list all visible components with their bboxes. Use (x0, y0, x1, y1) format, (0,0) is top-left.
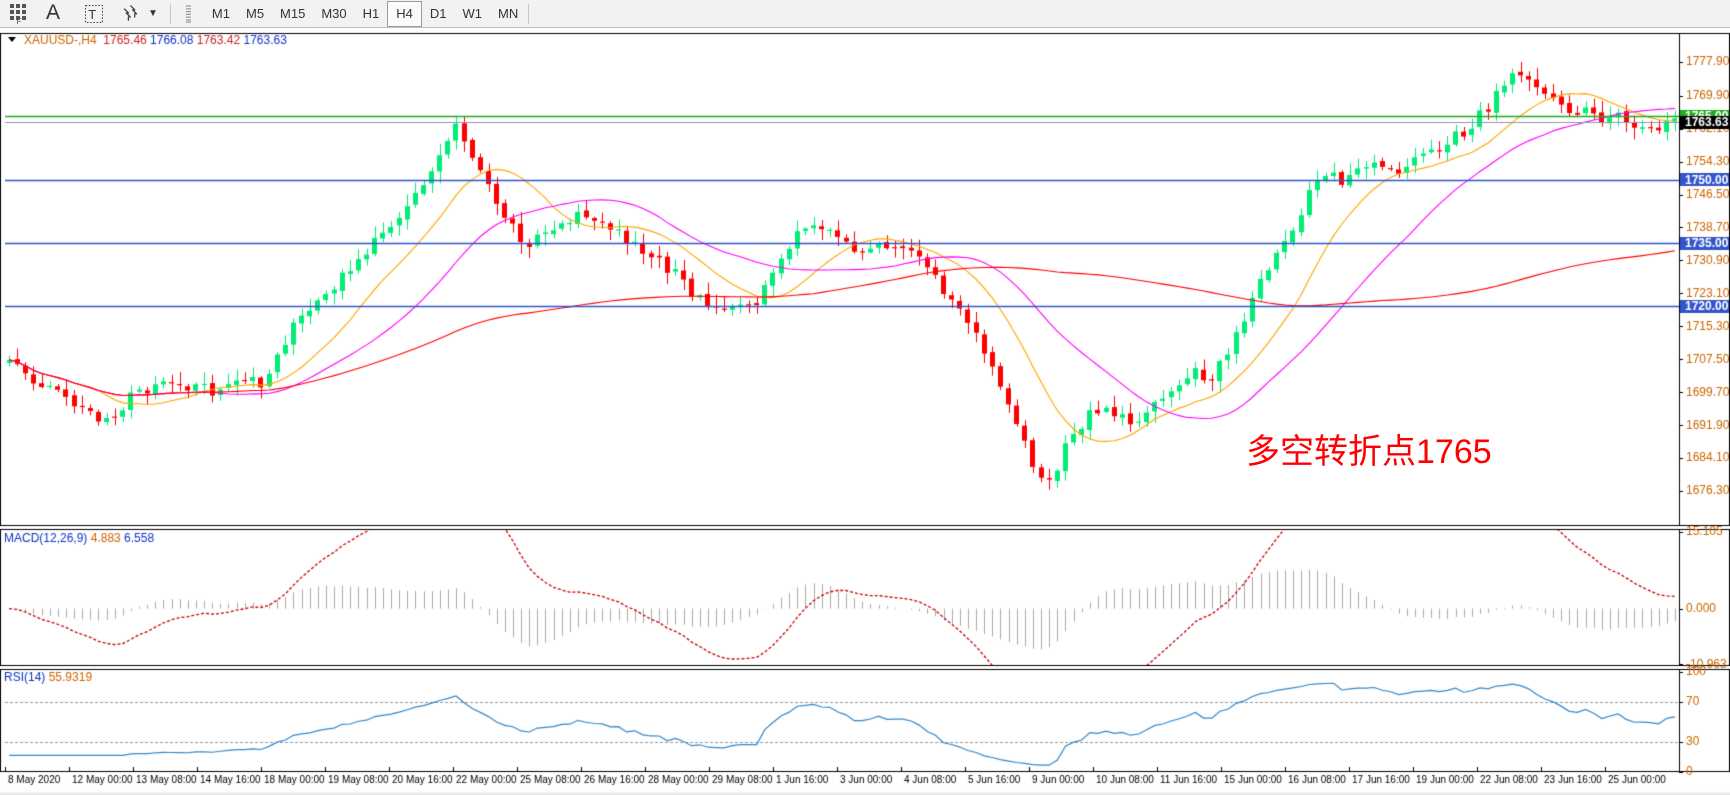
svg-text:T: T (88, 6, 96, 21)
svg-text:F: F (17, 17, 22, 24)
